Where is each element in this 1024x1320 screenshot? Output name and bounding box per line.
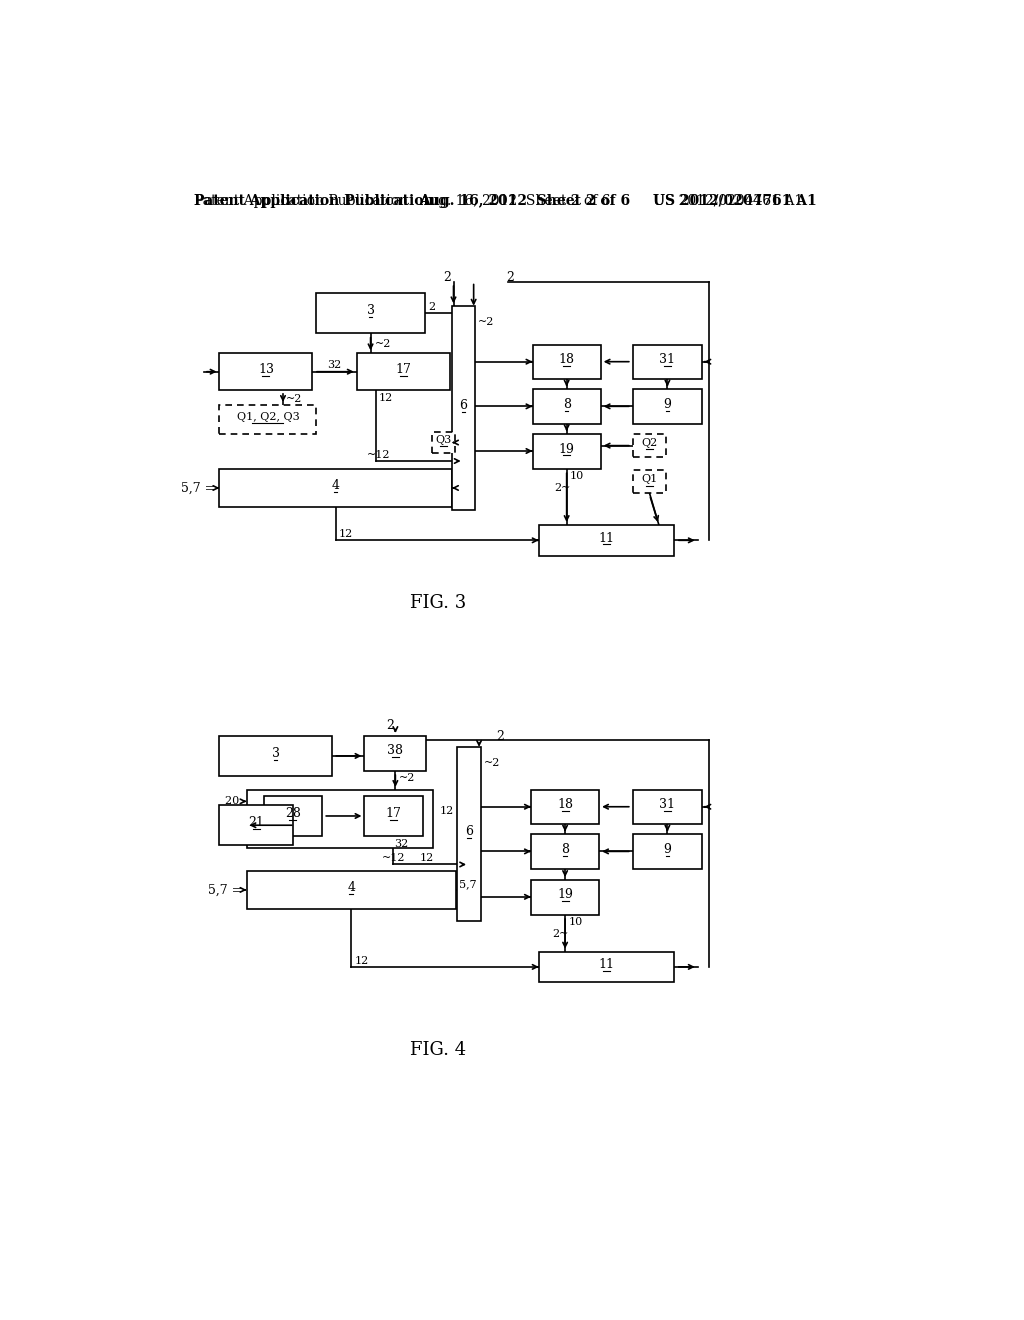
Bar — [531, 834, 599, 869]
Bar — [432, 432, 455, 453]
Text: 12: 12 — [354, 956, 369, 966]
Bar — [247, 871, 456, 909]
Text: 2: 2 — [506, 271, 514, 284]
Bar — [365, 796, 423, 836]
Bar — [452, 306, 475, 511]
Bar — [633, 389, 701, 424]
Bar — [633, 834, 701, 869]
Text: Q2: Q2 — [641, 438, 657, 449]
Text: 4: 4 — [347, 880, 355, 894]
Text: Patent Application Publication: Patent Application Publication — [194, 194, 433, 207]
Text: Aug. 16, 2012  Sheet 2 of 6: Aug. 16, 2012 Sheet 2 of 6 — [419, 194, 630, 207]
Text: Q1: Q1 — [641, 474, 657, 484]
Bar — [219, 737, 332, 776]
Text: 20: 20 — [225, 796, 243, 807]
Bar — [316, 293, 425, 333]
Text: 8: 8 — [561, 843, 569, 855]
Text: 11: 11 — [599, 958, 614, 972]
Text: 32: 32 — [394, 838, 409, 849]
Text: 2: 2 — [428, 302, 435, 312]
Text: 12: 12 — [439, 805, 454, 816]
Text: 3: 3 — [367, 305, 375, 317]
Text: 11: 11 — [599, 532, 614, 545]
Text: Q1, Q2, Q3: Q1, Q2, Q3 — [237, 412, 299, 422]
Text: ~12: ~12 — [382, 853, 406, 863]
Text: 12: 12 — [339, 529, 353, 539]
Text: ~12: ~12 — [367, 450, 390, 459]
Text: FIG. 4: FIG. 4 — [410, 1041, 466, 1059]
Text: 12: 12 — [420, 853, 434, 863]
Bar — [633, 434, 666, 457]
Bar — [263, 796, 322, 836]
Text: 2: 2 — [443, 271, 452, 284]
Bar — [539, 952, 675, 982]
Text: Aug. 16, 2012  Sheet 2 of 6: Aug. 16, 2012 Sheet 2 of 6 — [419, 194, 610, 207]
Bar — [219, 405, 316, 434]
Text: 5,7 =: 5,7 = — [209, 883, 243, 896]
Bar — [532, 389, 601, 424]
Text: ~2: ~2 — [375, 339, 391, 348]
Text: 10: 10 — [569, 471, 584, 482]
Text: 6: 6 — [465, 825, 473, 838]
Text: 10: 10 — [568, 917, 583, 927]
Text: 18: 18 — [559, 354, 574, 366]
Text: 5,7 =: 5,7 = — [181, 482, 216, 495]
Bar — [531, 880, 599, 915]
Text: 18: 18 — [557, 799, 573, 812]
Bar — [219, 469, 452, 507]
Text: 32: 32 — [327, 360, 341, 370]
Text: 28: 28 — [285, 807, 301, 820]
Bar — [539, 525, 675, 556]
Text: ~2: ~2 — [286, 393, 302, 404]
Bar — [247, 789, 432, 847]
Text: FIG. 3: FIG. 3 — [410, 594, 466, 612]
Text: 19: 19 — [559, 442, 574, 455]
Text: Patent Application Publication: Patent Application Publication — [194, 194, 408, 207]
Bar — [633, 345, 701, 379]
Text: 5,7: 5,7 — [459, 879, 476, 888]
Text: 2~: 2~ — [554, 483, 570, 492]
Text: 12: 12 — [379, 393, 393, 403]
Text: 38: 38 — [387, 744, 403, 758]
Text: 13: 13 — [258, 363, 274, 376]
Text: 31: 31 — [659, 799, 676, 812]
Text: 8: 8 — [562, 397, 570, 411]
Text: 2: 2 — [496, 730, 504, 743]
Bar — [219, 805, 293, 845]
Text: 4: 4 — [332, 479, 340, 492]
Bar — [633, 789, 701, 825]
Text: US 2012/0204761 A1: US 2012/0204761 A1 — [653, 194, 804, 207]
Text: 9: 9 — [664, 843, 672, 855]
Text: 2: 2 — [386, 718, 394, 731]
Bar — [356, 354, 450, 391]
Text: ~2: ~2 — [398, 774, 415, 783]
Bar — [365, 737, 426, 771]
Text: 19: 19 — [557, 888, 573, 902]
Text: ~2: ~2 — [478, 317, 495, 326]
Text: 21: 21 — [249, 816, 264, 829]
Bar — [531, 789, 599, 825]
Bar — [633, 470, 666, 494]
Text: 31: 31 — [659, 354, 676, 366]
Bar — [219, 354, 312, 391]
Bar — [532, 434, 601, 469]
Text: 6: 6 — [460, 400, 468, 412]
Text: 17: 17 — [385, 807, 401, 820]
Bar — [532, 345, 601, 379]
Bar — [458, 747, 480, 921]
Text: US 2012/0204761 A1: US 2012/0204761 A1 — [653, 194, 817, 207]
Text: Q3: Q3 — [435, 436, 452, 445]
Text: 9: 9 — [664, 397, 672, 411]
Text: 17: 17 — [395, 363, 411, 376]
Text: ~2: ~2 — [483, 758, 500, 768]
Text: 3: 3 — [271, 747, 280, 760]
Text: 2~: 2~ — [553, 929, 569, 939]
